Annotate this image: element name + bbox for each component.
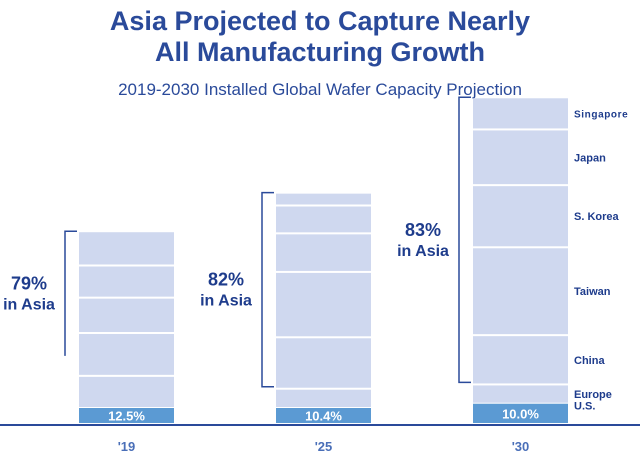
asia-bracket [458,96,471,384]
segment-legend-label: Japan [574,152,606,164]
asia-percent-label: 82% [208,270,244,290]
category-label: '30 [512,439,530,454]
bar-segment-taiwan-2 [473,248,568,335]
bar-segment-china-0 [79,334,174,375]
segment-legend-label: China [574,355,605,367]
bar-segment-s-korea-1 [276,234,371,271]
segment-legend-label: S. Korea [574,211,620,223]
bar-segment-taiwan-0 [79,298,174,332]
asia-text-label: in Asia [397,243,449,260]
bar-segment-china-1 [276,338,371,388]
bar-segment-s-korea-2 [473,186,568,247]
segment-legend-label: Taiwan [574,286,611,298]
us-share-label: 12.5% [108,409,145,424]
bar-segment-s-korea-0 [79,266,174,297]
segment-legend-label: U.S. [574,400,595,412]
asia-text-label: in Asia [3,297,55,314]
category-label: '19 [118,439,136,454]
bar-segment-singapore-1 [276,193,371,205]
bar-segment-u-s--1 [276,408,371,423]
chart-subtitle: 2019-2030 Installed Global Wafer Capacit… [118,80,522,99]
bar-segment-japan-2 [473,130,568,185]
segment-legend-label: Europe [574,389,612,401]
segment-legend-label: Singapore [574,109,628,120]
bar-segment-u-s--2 [473,403,568,423]
asia-text-label: in Asia [200,293,252,310]
bar-segment-china-2 [473,336,568,384]
us-share-label: 10.0% [502,406,539,421]
bar-segment-europe-0 [79,376,174,407]
asia-bracket [261,191,274,388]
bar-segment-japan-0 [79,232,174,265]
chart-title-line2: All Manufacturing Growth [155,37,485,67]
chart-title: Asia Projected to Capture Nearly All Man… [0,6,640,68]
bar-segment-taiwan-1 [276,272,371,337]
bar-segment-japan-1 [276,206,371,233]
bar-segment-europe-1 [276,389,371,407]
category-label: '25 [315,439,333,454]
chart-title-line1: Asia Projected to Capture Nearly [109,6,531,36]
asia-percent-label: 83% [405,220,441,240]
asia-bracket [64,230,77,356]
us-share-label: 10.4% [305,409,342,424]
bar-segment-europe-2 [473,385,568,403]
bar-segment-singapore-2 [473,98,568,129]
bar-segment-u-s--0 [79,408,174,423]
asia-percent-label: 79% [11,274,47,294]
